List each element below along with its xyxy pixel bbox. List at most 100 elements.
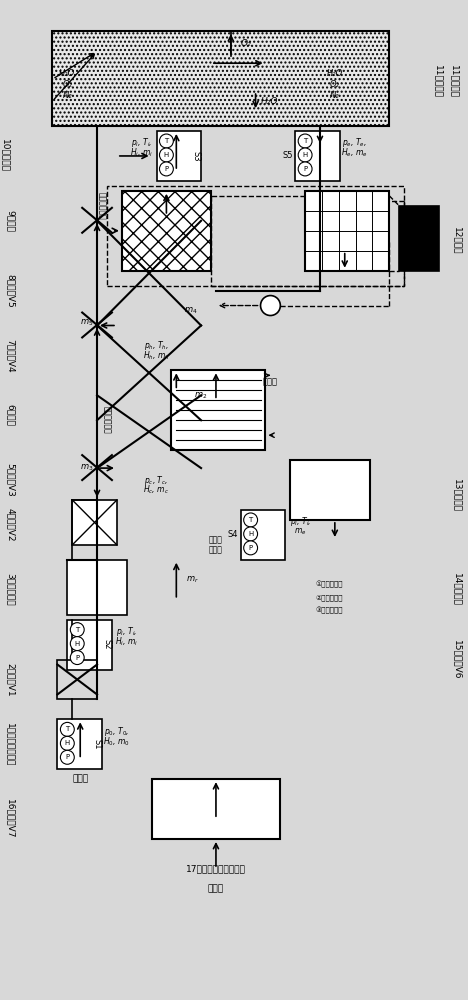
Text: $H_i$, $m_i$: $H_i$, $m_i$ bbox=[115, 635, 139, 648]
Circle shape bbox=[261, 296, 280, 316]
Circle shape bbox=[70, 651, 84, 665]
Text: H₂O: H₂O bbox=[327, 69, 343, 78]
Bar bbox=[156, 131, 201, 181]
Text: T: T bbox=[303, 138, 307, 144]
Text: H: H bbox=[74, 641, 80, 647]
Circle shape bbox=[244, 527, 257, 541]
Text: $H_c$, $m_c$: $H_c$, $m_c$ bbox=[144, 484, 169, 496]
Text: P: P bbox=[249, 545, 253, 551]
Text: S2: S2 bbox=[102, 639, 111, 650]
Text: 5控制阀V3: 5控制阀V3 bbox=[6, 463, 15, 497]
Text: 6散热器: 6散热器 bbox=[6, 404, 15, 426]
Text: 通大气: 通大气 bbox=[208, 884, 224, 893]
Bar bbox=[305, 191, 389, 271]
Text: $m_e$: $m_e$ bbox=[294, 527, 307, 537]
Text: H: H bbox=[164, 152, 169, 158]
Text: H₂O: H₂O bbox=[59, 69, 75, 78]
Circle shape bbox=[244, 513, 257, 527]
Text: N₂: N₂ bbox=[63, 91, 72, 100]
Text: 10空气入口: 10空气入口 bbox=[1, 139, 10, 172]
Text: 通大气: 通大气 bbox=[72, 775, 88, 784]
Text: 排气循: 排气循 bbox=[209, 535, 223, 544]
Text: $p_i$, $T_i$,: $p_i$, $T_i$, bbox=[116, 625, 138, 638]
Bar bbox=[58, 660, 97, 699]
Bar bbox=[295, 131, 340, 181]
Text: $H_e$, $m_e$: $H_e$, $m_e$ bbox=[341, 147, 368, 159]
Circle shape bbox=[160, 134, 173, 148]
Text: $H_h$, $m_h$: $H_h$, $m_h$ bbox=[143, 349, 170, 362]
Bar bbox=[290, 460, 370, 520]
Text: 4控制阀V2: 4控制阀V2 bbox=[6, 508, 15, 542]
Bar bbox=[58, 719, 102, 769]
Circle shape bbox=[60, 736, 74, 750]
Text: $m_2$: $m_2$ bbox=[194, 390, 208, 401]
Text: O₂: O₂ bbox=[62, 80, 73, 89]
Text: H: H bbox=[65, 740, 70, 746]
Text: T: T bbox=[249, 517, 253, 523]
Text: 8控制阀V5: 8控制阀V5 bbox=[6, 274, 15, 307]
Text: ②湿度传感器: ②湿度传感器 bbox=[315, 594, 343, 601]
Text: O₂: O₂ bbox=[241, 39, 251, 48]
Text: P: P bbox=[303, 166, 307, 172]
Text: 11电堆本体: 11电堆本体 bbox=[434, 65, 443, 98]
Text: N₂: N₂ bbox=[330, 91, 340, 100]
Text: 11空气出口: 11空气出口 bbox=[450, 65, 459, 98]
Text: 14氧传感器: 14氧传感器 bbox=[453, 573, 461, 606]
Text: 16控制阀V7: 16控制阀V7 bbox=[6, 799, 15, 839]
Text: T: T bbox=[164, 138, 168, 144]
Bar bbox=[107, 186, 404, 286]
Text: 2控制阀V1: 2控制阀V1 bbox=[6, 663, 15, 696]
Text: S1: S1 bbox=[93, 739, 102, 750]
Text: $p_h$, $T_h$,: $p_h$, $T_h$, bbox=[144, 339, 169, 352]
Text: 9增湿器: 9增湿器 bbox=[6, 210, 15, 232]
Text: 3空气压缩机: 3空气压缩机 bbox=[6, 573, 15, 606]
Text: P: P bbox=[75, 655, 79, 661]
Text: P: P bbox=[164, 166, 168, 172]
Circle shape bbox=[60, 750, 74, 764]
Bar bbox=[122, 191, 211, 271]
Text: 13增湿水箱: 13增湿水箱 bbox=[453, 479, 461, 512]
Text: 17机械和化学过滤装置: 17机械和化学过滤装置 bbox=[186, 864, 246, 873]
Text: S5: S5 bbox=[282, 151, 292, 160]
Bar bbox=[399, 206, 439, 271]
Text: 环回路: 环回路 bbox=[209, 545, 223, 554]
Text: S3: S3 bbox=[191, 151, 201, 161]
Circle shape bbox=[160, 148, 173, 162]
Text: 1空气流量传感器: 1空气流量传感器 bbox=[6, 723, 15, 766]
Text: 增湿方通回路: 增湿方通回路 bbox=[97, 192, 107, 220]
Text: O₂: O₂ bbox=[330, 80, 340, 89]
Text: H: H bbox=[302, 152, 308, 158]
Bar bbox=[67, 560, 127, 615]
Bar bbox=[67, 620, 112, 670]
Text: P: P bbox=[65, 754, 69, 760]
Text: H₂O: H₂O bbox=[261, 97, 278, 106]
Text: $p_c$, $T_c$,: $p_c$, $T_c$, bbox=[145, 474, 168, 487]
Circle shape bbox=[298, 134, 312, 148]
Text: $p_i$, $T_i$,: $p_i$, $T_i$, bbox=[290, 515, 311, 528]
Text: T: T bbox=[65, 726, 69, 732]
Text: 12冷凝器: 12冷凝器 bbox=[453, 227, 461, 254]
Circle shape bbox=[70, 623, 84, 637]
Text: T: T bbox=[75, 627, 80, 633]
Text: $p_i$, $T_i$,: $p_i$, $T_i$, bbox=[131, 136, 152, 149]
Circle shape bbox=[298, 148, 312, 162]
Text: $m_3$: $m_3$ bbox=[80, 463, 94, 473]
Text: 7控制阀V4: 7控制阀V4 bbox=[6, 339, 15, 372]
Bar bbox=[241, 510, 285, 560]
Circle shape bbox=[70, 637, 84, 651]
Bar bbox=[171, 370, 265, 450]
Text: 冷却水: 冷却水 bbox=[263, 378, 278, 387]
Text: $H_i$, $m_i$: $H_i$, $m_i$ bbox=[130, 147, 153, 159]
Bar bbox=[72, 500, 117, 545]
Text: $p_0$, $T_0$,: $p_0$, $T_0$, bbox=[104, 725, 130, 738]
Text: $m_4$: $m_4$ bbox=[184, 305, 198, 316]
Text: $H_0$, $m_0$: $H_0$, $m_0$ bbox=[103, 735, 130, 748]
Text: 15控制阀V6: 15控制阀V6 bbox=[453, 640, 461, 679]
Text: $p_e$, $T_e$,: $p_e$, $T_e$, bbox=[342, 136, 367, 149]
Circle shape bbox=[60, 722, 74, 736]
Text: S4: S4 bbox=[227, 530, 238, 539]
Text: ①温度传感器: ①温度传感器 bbox=[315, 581, 343, 588]
Circle shape bbox=[298, 162, 312, 176]
Circle shape bbox=[244, 541, 257, 555]
Bar bbox=[152, 779, 280, 839]
